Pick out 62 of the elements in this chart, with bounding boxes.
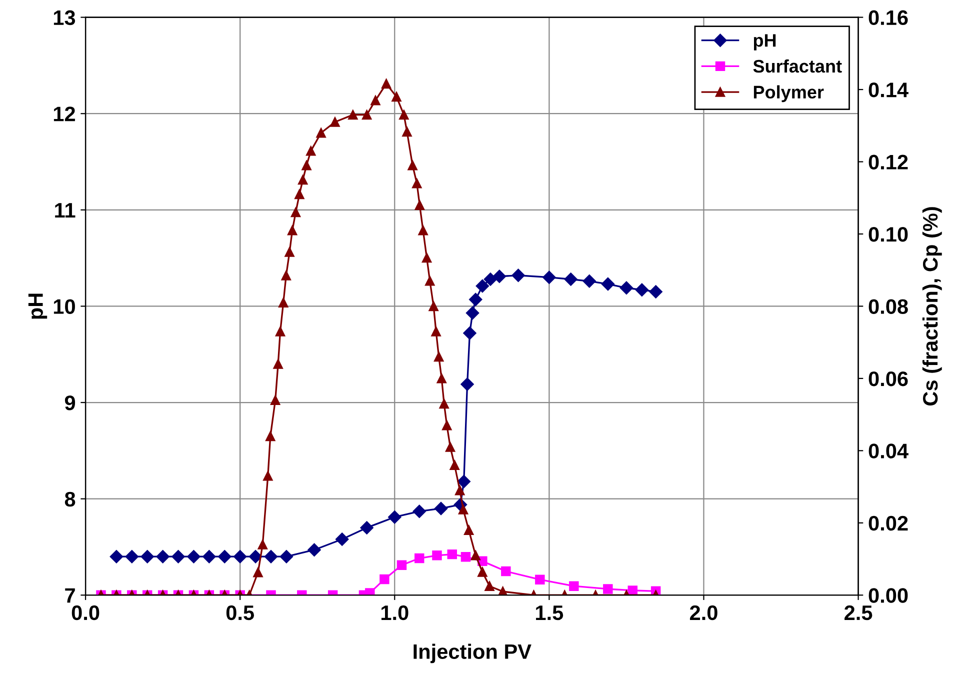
x-tick-label: 1.0	[381, 605, 408, 620]
point	[360, 521, 374, 534]
point	[156, 550, 170, 564]
y2-tick-label: 0.16	[868, 10, 908, 26]
point	[512, 268, 525, 282]
point	[264, 550, 278, 564]
point	[463, 326, 476, 340]
point	[202, 550, 216, 564]
point	[140, 550, 154, 564]
x-tick-label: 2.0	[690, 605, 718, 620]
y2-axis-title: Cs (fraction), Cp (%)	[922, 207, 942, 406]
x-tick-label: 0.0	[72, 605, 100, 620]
y-tick-label: 7	[65, 588, 75, 603]
point	[388, 510, 402, 524]
point	[469, 292, 482, 306]
point	[484, 272, 498, 286]
y-tick-label: 11	[55, 203, 76, 218]
point	[476, 279, 490, 293]
point	[434, 502, 448, 516]
legend-label: Polymer	[754, 85, 824, 102]
point	[218, 550, 232, 564]
point	[233, 550, 247, 564]
point	[125, 550, 138, 564]
y2-tick-label: 0.00	[868, 588, 908, 603]
point	[280, 550, 294, 564]
x-tick-label: 0.5	[226, 605, 254, 620]
point	[564, 272, 578, 286]
y2-tick-label: 0.12	[868, 154, 908, 170]
y-tick-label: 10	[54, 299, 75, 314]
point	[601, 277, 614, 291]
point	[187, 550, 200, 564]
point	[492, 270, 506, 283]
y-tick-label: 13	[54, 10, 76, 26]
point	[248, 550, 262, 564]
point	[172, 550, 185, 564]
point	[466, 306, 480, 320]
y-tick-label: 12	[54, 106, 75, 122]
legend-label: Surfactant	[753, 59, 842, 73]
y-axis-title: pH	[28, 294, 48, 319]
y2-tick-label: 0.14	[868, 82, 908, 98]
point	[308, 543, 321, 556]
point	[110, 550, 124, 564]
y-tick-label: 8	[64, 492, 76, 507]
point	[649, 285, 662, 298]
y2-tick-label: 0.08	[868, 299, 908, 314]
point	[336, 532, 349, 546]
y2-tick-label: 0.02	[868, 516, 908, 531]
x-axis-title: Injection PV	[414, 644, 532, 664]
point	[457, 474, 470, 488]
y2-tick-label: 0.06	[868, 371, 908, 386]
y2-tick-label: 0.04	[868, 444, 908, 458]
point	[635, 283, 648, 296]
point	[582, 274, 596, 288]
legend-label: pH	[754, 34, 776, 50]
y-tick-label: 9	[64, 396, 76, 410]
x-tick-label: 1.5	[536, 606, 564, 620]
point	[542, 270, 556, 284]
point	[620, 281, 634, 294]
x-tick-label: 2.5	[844, 605, 872, 620]
point	[412, 504, 426, 518]
point	[460, 378, 474, 391]
y2-tick-label: 0.10	[868, 226, 908, 242]
